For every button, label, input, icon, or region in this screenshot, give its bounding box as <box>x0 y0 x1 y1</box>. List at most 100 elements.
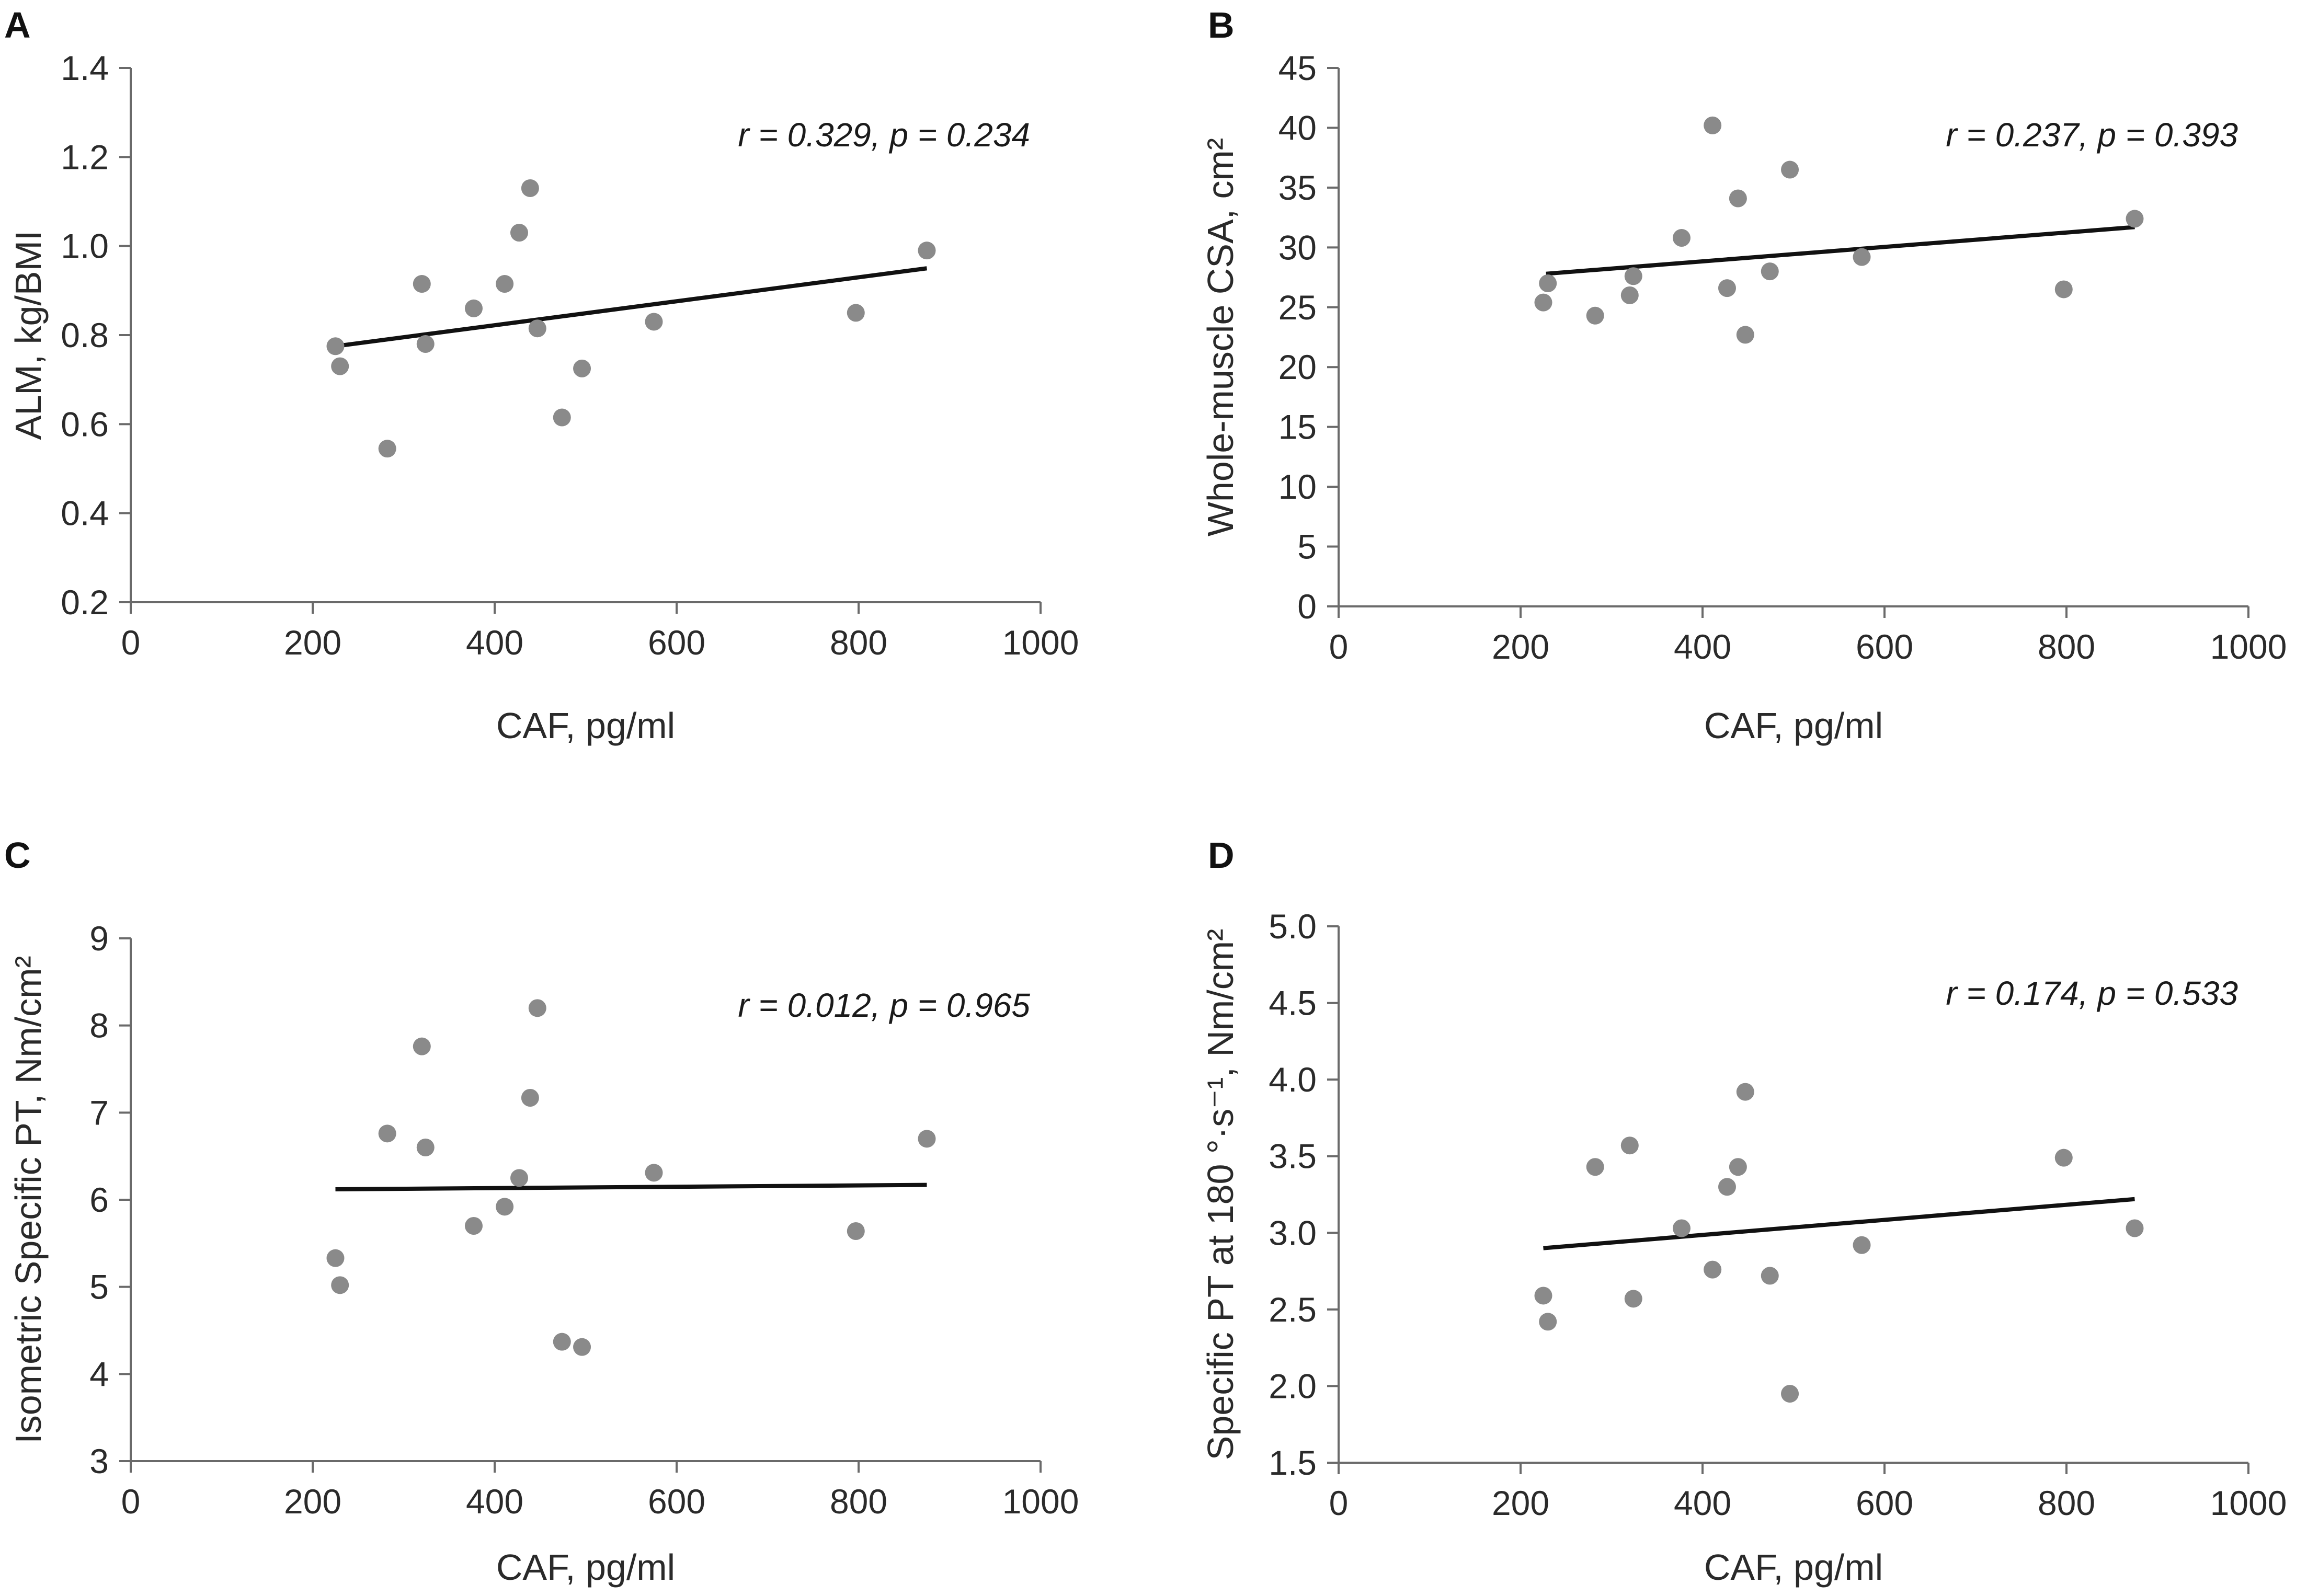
x-axis-title: CAF, pg/ml <box>1704 705 1883 746</box>
data-point <box>326 337 345 355</box>
y-tick-label: 6 <box>89 1180 109 1219</box>
y-tick-label: 3.5 <box>1269 1137 1317 1176</box>
data-point <box>1620 286 1639 304</box>
x-tick-label: 0 <box>121 623 141 662</box>
y-tick-label: 1.2 <box>61 137 109 176</box>
data-point <box>1624 1290 1642 1308</box>
data-point <box>413 1037 431 1055</box>
data-point <box>496 275 514 293</box>
trend-line <box>1543 1197 2135 1250</box>
x-tick-label: 1000 <box>1002 623 1079 662</box>
x-tick-label: 400 <box>466 1482 523 1521</box>
y-tick-label: 0.2 <box>61 583 109 622</box>
data-point <box>553 408 571 427</box>
y-tick-label: 15 <box>1278 408 1317 446</box>
data-point <box>528 319 546 338</box>
data-point <box>1539 1313 1557 1331</box>
data-point <box>2126 1219 2144 1237</box>
x-tick-label: 400 <box>1674 627 1731 666</box>
x-tick-label: 200 <box>284 1482 341 1521</box>
x-tick-label: 400 <box>1674 1484 1731 1522</box>
data-point <box>496 1198 514 1216</box>
x-tick-label: 600 <box>648 623 705 662</box>
y-tick-label: 45 <box>1278 49 1317 87</box>
data-point <box>521 1089 539 1107</box>
y-tick-label: 10 <box>1278 467 1317 506</box>
data-point <box>847 304 865 322</box>
data-point <box>413 275 431 293</box>
data-point <box>1736 1083 1754 1101</box>
data-point <box>645 1164 663 1182</box>
x-tick-label: 200 <box>284 623 341 662</box>
y-tick-label: 30 <box>1278 228 1317 267</box>
y-tick-label: 5.0 <box>1269 907 1317 946</box>
x-tick-label: 600 <box>1856 627 1913 666</box>
x-tick-label: 1000 <box>2210 627 2287 666</box>
x-tick-label: 800 <box>2038 627 2095 666</box>
data-point <box>1853 1236 1871 1254</box>
data-point <box>378 1124 396 1143</box>
panel-c-letter: C <box>4 835 31 876</box>
correlation-annotation: r = 0.237, p = 0.393 <box>1946 116 2238 154</box>
data-point <box>326 1249 345 1267</box>
data-point <box>510 1169 528 1187</box>
y-tick-label: 1.0 <box>61 227 109 266</box>
data-point <box>573 359 591 377</box>
y-tick-label: 20 <box>1278 348 1317 386</box>
y-tick-label: 3 <box>89 1442 109 1480</box>
x-axis-title: CAF, pg/ml <box>496 705 675 746</box>
x-tick-label: 200 <box>1492 1484 1549 1522</box>
data-point <box>1853 248 1871 266</box>
data-point <box>1586 1158 1604 1176</box>
data-point <box>918 1130 936 1148</box>
data-point <box>1761 262 1779 281</box>
data-point <box>416 1139 435 1156</box>
data-point <box>645 313 663 331</box>
y-axis-title: Specific PT at 180 °·s⁻¹, Nm/cm² <box>1200 929 1241 1461</box>
data-point <box>464 299 483 317</box>
x-tick-label: 0 <box>121 1482 141 1521</box>
y-tick-label: 1.5 <box>1269 1443 1317 1482</box>
trend-line <box>335 266 928 349</box>
x-axis-title: CAF, pg/ml <box>1704 1547 1883 1588</box>
y-tick-label: 4 <box>89 1354 109 1393</box>
data-point <box>1704 1260 1722 1279</box>
y-tick-label: 0.6 <box>61 405 109 443</box>
data-point <box>1729 1158 1747 1176</box>
x-tick-label: 800 <box>2038 1484 2095 1522</box>
data-point <box>1761 1267 1779 1285</box>
panel-b: B 0 200 400 600 800 1000 0 5 10 15 20 25 30 35 40 45 CAF,… <box>1200 5 2287 746</box>
data-point <box>1704 116 1722 134</box>
data-point <box>331 1276 349 1294</box>
data-point <box>1672 1219 1691 1237</box>
y-tick-label: 5 <box>1297 527 1317 566</box>
data-point <box>1718 279 1736 297</box>
y-axis-title: Isometric Specific PT, Nm/cm² <box>8 956 49 1443</box>
y-tick-label: 5 <box>89 1268 109 1306</box>
x-tick-label: 0 <box>1329 1484 1349 1522</box>
x-tick-label: 600 <box>1856 1484 1913 1522</box>
y-tick-label: 0 <box>1297 587 1317 626</box>
data-point <box>378 440 396 458</box>
x-tick-label: 1000 <box>2210 1484 2287 1522</box>
y-tick-label: 1.4 <box>61 49 109 87</box>
data-point <box>416 335 435 353</box>
y-axis-title: ALM, kg/BMI <box>8 231 49 440</box>
y-tick-label: 3.0 <box>1269 1213 1317 1252</box>
trend-line <box>1546 225 2135 276</box>
y-tick-label: 2.5 <box>1269 1290 1317 1329</box>
panel-a: A 0 200 400 600 800 1000 0.2 0.4 0.6 0.8 1.0 1.2 1.4 C… <box>4 5 1079 746</box>
data-point <box>573 1338 591 1356</box>
y-tick-label: 0.4 <box>61 494 109 533</box>
panel-d: D 0 200 400 600 800 1000 1.5 2.0 2.5 3.0 3.5 4.0 4.5 5… <box>1200 835 2287 1588</box>
data-point <box>2054 1149 2073 1167</box>
correlation-annotation: r = 0.174, p = 0.533 <box>1946 974 2238 1012</box>
data-point <box>918 242 936 260</box>
x-tick-label: 400 <box>466 623 523 662</box>
y-axis-title: Whole-muscle CSA, cm² <box>1200 138 1241 536</box>
data-point <box>1672 229 1691 247</box>
correlation-annotation: r = 0.012, p = 0.965 <box>738 986 1030 1024</box>
y-tick-label: 4.0 <box>1269 1060 1317 1099</box>
